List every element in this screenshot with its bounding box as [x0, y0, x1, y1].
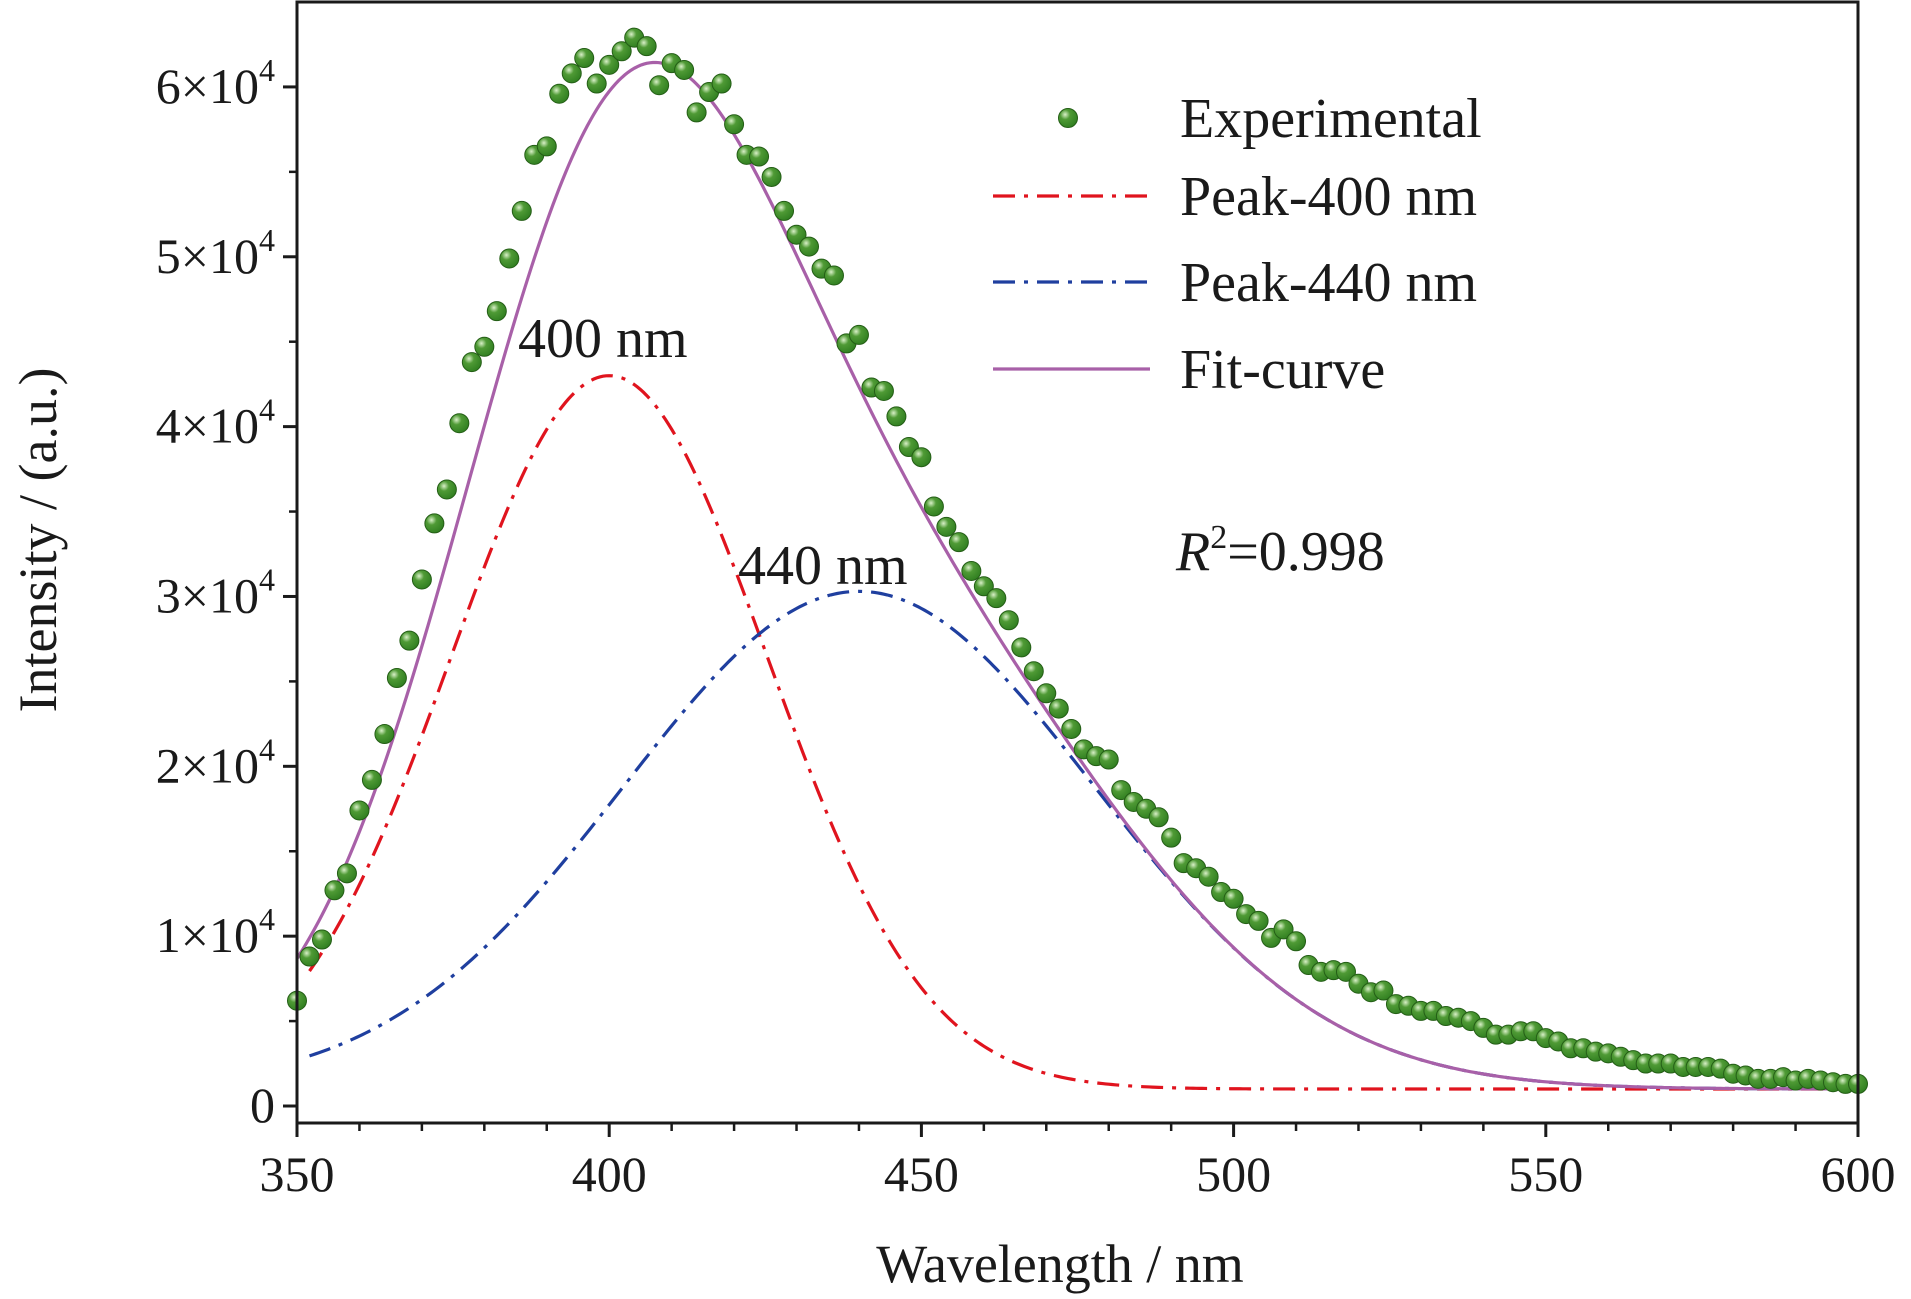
r-squared-symbol: R [1175, 521, 1210, 583]
r-squared: R2=0.998 [1175, 519, 1385, 583]
experimental-point [936, 516, 957, 537]
y-tick-label: 5×104 [156, 222, 275, 284]
experimental-point [461, 352, 482, 373]
y-tick-label: 3×104 [156, 561, 275, 623]
experimental-point [611, 41, 632, 62]
y-tick-label: 4×104 [156, 392, 275, 454]
experimental-point [299, 946, 320, 967]
experimental-point [911, 447, 932, 468]
experimental-point [711, 73, 732, 94]
y-tick-label: 2×104 [156, 731, 275, 793]
experimental-point [1286, 931, 1307, 952]
experimental-point [948, 532, 969, 553]
experimental-point [1061, 718, 1082, 739]
series-fit-curve-line [297, 60, 1858, 1091]
experimental-point [574, 48, 595, 69]
y-tick-label: 6×104 [156, 52, 275, 114]
experimental-point [1335, 961, 1356, 982]
experimental-point [1048, 698, 1069, 719]
experimental-point [411, 569, 432, 590]
x-tick-label: 350 [260, 1146, 335, 1202]
experimental-point [923, 496, 944, 517]
x-tick-label: 550 [1508, 1146, 1583, 1202]
experimental-point [424, 513, 445, 534]
experimental-point [386, 668, 407, 688]
experimental-point [349, 800, 370, 821]
annotation-peak-440: 440 nm [738, 535, 908, 597]
experimental-point [848, 324, 869, 345]
x-tick-label: 400 [572, 1146, 647, 1202]
experimental-point [786, 224, 807, 245]
experimental-point [499, 248, 520, 269]
experimental-point [336, 863, 357, 884]
experimental-point [1111, 780, 1132, 801]
experimental-point [474, 336, 495, 357]
y-axis-title: Intensity / (a.u.) [8, 368, 68, 713]
legend: Experimental Peak-400 nm Peak-440 nm Fit-cu… [993, 88, 1482, 401]
experimental-point [399, 630, 420, 651]
experimental-point [1198, 866, 1219, 887]
experimental-point [374, 724, 395, 745]
legend-label-peak-440-nm: Peak-440 nm [1180, 252, 1477, 314]
legend-label-fit-curve: Fit-curve [1180, 339, 1385, 401]
y-tick-label: 0 [250, 1077, 275, 1133]
experimental-point [549, 83, 570, 104]
experimental-point [1373, 980, 1394, 1001]
series-peak-440-nm-line [308, 589, 1858, 1091]
plot-area [287, 27, 1868, 1094]
plot-frame [295, 0, 1860, 1125]
legend-label-experimental: Experimental [1180, 88, 1482, 150]
y-tick-label: 1×104 [156, 901, 275, 963]
r-squared-exponent: 2 [1210, 519, 1227, 556]
experimental-point [561, 63, 582, 84]
experimental-point [324, 880, 345, 901]
experimental-point [724, 114, 745, 135]
experimental-point [986, 588, 1007, 609]
experimental-point [961, 560, 982, 581]
experimental-point [311, 929, 332, 950]
experimental-point [1273, 919, 1294, 940]
x-tick-label: 500 [1196, 1146, 1271, 1202]
x-axis-title: Wavelength / nm [876, 1234, 1244, 1294]
experimental-point [886, 406, 907, 427]
experimental-point [636, 36, 657, 57]
experimental-point [1248, 910, 1269, 931]
experimental-point [536, 136, 557, 157]
experimental-point [436, 479, 457, 500]
y-axis: 0 1×104 2×104 3×104 4×104 5×104 6×104 [156, 52, 297, 1133]
experimental-point [749, 146, 770, 167]
experimental-point [486, 301, 507, 322]
experimental-point [586, 73, 607, 94]
x-tick-label: 450 [884, 1146, 959, 1202]
experimental-point [1148, 807, 1169, 828]
experimental-point [1161, 827, 1182, 848]
experimental-point [674, 59, 695, 80]
experimental-point [1223, 888, 1244, 909]
x-tick-label: 600 [1821, 1146, 1896, 1202]
legend-marker-experimental [1058, 108, 1078, 128]
series-peak-400-nm-line [308, 374, 1858, 1091]
experimental-point [511, 200, 532, 221]
experimental-point [361, 769, 382, 790]
r-squared-value: =0.998 [1227, 521, 1385, 583]
experimental-point [1098, 749, 1119, 770]
experimental-point [823, 265, 844, 286]
experimental-point [686, 102, 707, 123]
experimental-point [761, 166, 782, 187]
annotation-peak-400: 400 nm [518, 308, 688, 370]
x-axis: 350 400 450 500 550 600 [260, 1123, 1896, 1202]
experimental-point [1023, 661, 1044, 682]
experimental-point [599, 54, 620, 75]
experimental-point [1011, 637, 1032, 658]
experimental-point [799, 236, 820, 257]
experimental-point [873, 380, 894, 401]
experimental-point [449, 413, 470, 434]
experimental-point [973, 576, 994, 597]
experimental-point [998, 610, 1019, 631]
experimental-point [1036, 683, 1057, 704]
experimental-point [774, 200, 795, 221]
legend-label-peak-400-nm: Peak-400 nm [1180, 166, 1477, 228]
experimental-point [649, 75, 670, 96]
